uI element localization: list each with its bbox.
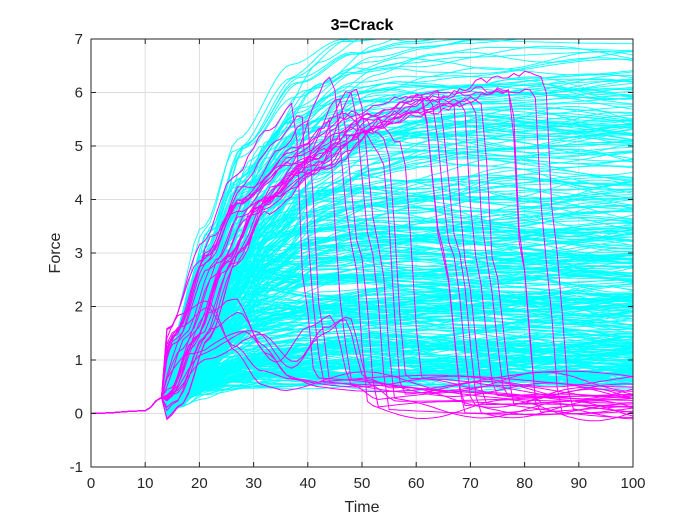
x-tick-label: 20 (191, 475, 208, 492)
x-tick-label: 30 (245, 475, 262, 492)
series-line-cyan (91, 125, 633, 414)
series-layer (91, 39, 633, 422)
y-tick-label: 2 (75, 299, 83, 316)
y-tick-label: 5 (75, 138, 83, 155)
series-line-cyan (91, 46, 633, 414)
series-line-cyan (91, 257, 633, 414)
x-tick-label: 50 (354, 475, 371, 492)
x-tick-label: 40 (299, 475, 316, 492)
y-tick-label: 1 (75, 352, 83, 369)
x-axis-label: Time (345, 499, 380, 516)
series-line-magenta (91, 120, 633, 414)
series-line-magenta (91, 91, 633, 416)
series-line-cyan (91, 324, 633, 414)
y-tick-label: 6 (75, 85, 83, 102)
series-line-cyan (91, 277, 633, 414)
y-tick-label: -1 (70, 459, 83, 476)
series-line-magenta (91, 319, 633, 414)
y-tick-label: 4 (75, 192, 83, 209)
series-line-cyan (91, 303, 633, 414)
x-tick-label: 80 (516, 475, 533, 492)
series-line-cyan (91, 197, 633, 414)
series-line-magenta (91, 87, 633, 414)
x-tick-label: 100 (620, 475, 645, 492)
series-line-magenta (91, 103, 633, 414)
series-line-magenta (91, 316, 633, 414)
series-line-magenta (91, 300, 633, 414)
x-tick-label: 10 (137, 475, 154, 492)
y-tick-label: 0 (75, 406, 83, 423)
series-line-magenta (91, 89, 633, 421)
x-tick-label: 70 (462, 475, 479, 492)
series-line-cyan (91, 317, 633, 414)
series-line-magenta (91, 112, 633, 414)
series-line-cyan (91, 140, 633, 414)
series-line-cyan (91, 342, 633, 417)
chart-title: 3=Crack (331, 17, 394, 34)
series-line-cyan (91, 362, 633, 414)
series-line-magenta (91, 101, 633, 414)
x-tick-label: 0 (87, 475, 95, 492)
series-line-magenta (91, 102, 633, 414)
series-clip (91, 39, 633, 422)
series-line-magenta (91, 95, 633, 416)
y-tick-label: 7 (75, 31, 83, 48)
series-line-cyan (91, 278, 633, 414)
y-tick-label: 3 (75, 245, 83, 262)
x-tick-label: 60 (408, 475, 425, 492)
x-tick-label: 90 (570, 475, 587, 492)
series-line-cyan (91, 192, 633, 414)
series-line-cyan (91, 204, 633, 414)
series-line-cyan (91, 158, 633, 416)
y-axis-label: Force (47, 232, 64, 273)
series-line-cyan (91, 134, 633, 414)
series-line-magenta (91, 119, 633, 414)
